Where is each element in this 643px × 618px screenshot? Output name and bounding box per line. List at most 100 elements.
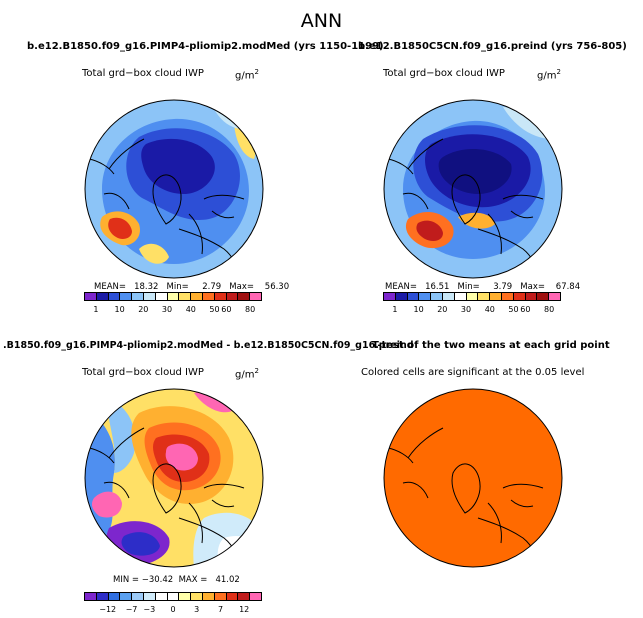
colorbar-swatch bbox=[120, 293, 133, 300]
colorbar-tick-label: −3 bbox=[143, 605, 156, 614]
colorbar-swatch bbox=[395, 293, 408, 300]
field-lightblue-region-west bbox=[107, 398, 136, 473]
colorbar-swatch bbox=[407, 293, 420, 300]
field-red-core-atlantic bbox=[108, 217, 132, 239]
coastline-north-america bbox=[387, 427, 502, 544]
units-text: g/m bbox=[235, 369, 255, 381]
colorbar-swatch bbox=[96, 293, 109, 300]
colorbar-swatch bbox=[143, 293, 156, 300]
colorbar-top-right bbox=[383, 292, 561, 301]
field-yellow-patch-nw bbox=[234, 124, 256, 159]
units-exponent: 2 bbox=[254, 367, 259, 375]
significance-fill bbox=[384, 389, 562, 567]
colorbar-swatch bbox=[238, 593, 251, 600]
units-text: g/m bbox=[235, 70, 255, 82]
colorbar-swatch bbox=[490, 293, 502, 300]
colorbar-top-left bbox=[84, 292, 262, 301]
stats-top-left: MEAN= 18.32 Min= 2.79 Max= 56.30 bbox=[94, 282, 290, 292]
colorbar-tick-label: 20 bbox=[138, 305, 149, 314]
colorbar-swatch bbox=[202, 593, 215, 600]
colorbar-swatch bbox=[179, 593, 192, 600]
colorbar-swatch bbox=[250, 293, 261, 300]
colorbar-swatch bbox=[191, 293, 203, 300]
map-top-right bbox=[383, 99, 563, 279]
colorbar-swatch bbox=[226, 293, 239, 300]
map-border bbox=[84, 99, 264, 279]
colorbar-tick-label: 7 bbox=[217, 605, 224, 614]
colorbar-tick-label: 50 bbox=[508, 305, 519, 314]
colorbar-swatch bbox=[250, 593, 261, 600]
colorbar-tick-label: 0 bbox=[170, 605, 176, 614]
colorbar-tick-label: 30 bbox=[161, 305, 173, 314]
colorbar-tick-label: 3 bbox=[194, 605, 200, 614]
colorbar-tick-label: 1 bbox=[93, 305, 99, 314]
field-darkblue-core bbox=[141, 138, 215, 194]
units-label-top-left: g/m2 bbox=[235, 68, 259, 81]
units-label-top-right: g/m2 bbox=[537, 68, 561, 81]
colorbar-swatch bbox=[167, 593, 180, 600]
colorbar-swatch bbox=[120, 593, 133, 600]
field-label-top-right: Total grd−box cloud IWP bbox=[383, 68, 505, 79]
colorbar-swatch bbox=[226, 593, 239, 600]
field-pink-core-center bbox=[165, 443, 198, 471]
coastline-greenland bbox=[451, 463, 481, 514]
colorbar-swatch bbox=[155, 293, 168, 300]
colorbar-tick-label: 60 bbox=[221, 305, 232, 314]
colorbar-swatch bbox=[501, 293, 514, 300]
coastline-greenland bbox=[451, 174, 481, 225]
colorbar-labels-top-right: 1 10 20 30 40 50 60 80 bbox=[383, 305, 561, 317]
colorbar-tick-label: 80 bbox=[245, 305, 256, 314]
colorbar-tick-label: 10 bbox=[114, 305, 125, 314]
map-border bbox=[383, 388, 563, 568]
map-bottom-right bbox=[383, 388, 563, 568]
colorbar-swatch bbox=[108, 593, 121, 600]
colorbar-tick-label: 10 bbox=[413, 305, 424, 314]
field-label-bottom-right: Colored cells are significant at the 0.0… bbox=[361, 367, 585, 378]
field-label-top-left: Total grd−box cloud IWP bbox=[82, 68, 204, 79]
map-border bbox=[84, 388, 264, 568]
colorbar-swatch bbox=[179, 293, 192, 300]
colorbar-tick-label: 80 bbox=[544, 305, 555, 314]
colorbar-labels-top-left: 1 10 20 30 40 50 60 80 bbox=[84, 305, 262, 317]
colorbar-swatch bbox=[214, 293, 227, 300]
map-border bbox=[383, 99, 563, 279]
colorbar-swatch bbox=[167, 293, 180, 300]
colorbar-swatch bbox=[132, 593, 144, 600]
colorbar-tick-label: 30 bbox=[460, 305, 472, 314]
colorbar-tick-label: 40 bbox=[484, 305, 495, 314]
colorbar-swatch bbox=[431, 293, 443, 300]
figure-title: ANN bbox=[300, 10, 343, 32]
colorbar-swatch bbox=[85, 293, 97, 300]
field-orange-patch-europe bbox=[458, 212, 495, 229]
coastline-north-america bbox=[88, 427, 203, 544]
colorbar-swatch bbox=[537, 293, 550, 300]
map-top-left bbox=[84, 99, 264, 279]
colorbar-tick-label: 20 bbox=[437, 305, 448, 314]
panel-title-bottom-right: T-test of the two means at each grid poi… bbox=[372, 340, 610, 351]
units-label-bottom-left: g/m2 bbox=[235, 367, 259, 380]
colorbar-swatch bbox=[466, 293, 479, 300]
field-yellow-patch-europe bbox=[139, 243, 169, 264]
colorbar-swatch bbox=[384, 293, 396, 300]
stats-bottom-left: MIN = −30.42 MAX = 41.02 bbox=[113, 575, 240, 585]
coastline-greenland bbox=[152, 463, 182, 514]
units-exponent: 2 bbox=[254, 68, 259, 76]
colorbar-swatch bbox=[442, 293, 455, 300]
colorbar-swatch bbox=[513, 293, 526, 300]
stats-top-right: MEAN= 16.51 Min= 3.79 Max= 67.84 bbox=[385, 282, 581, 292]
colorbar-labels-bottom-left: −12 −7 −3 0 3 7 12 bbox=[84, 605, 262, 617]
coastline-north-america bbox=[88, 138, 203, 255]
colorbar-swatch bbox=[454, 293, 467, 300]
map-bottom-left bbox=[84, 388, 264, 568]
colorbar-swatch bbox=[191, 593, 203, 600]
colorbar-tick-label: 12 bbox=[239, 605, 250, 614]
colorbar-bottom-left bbox=[84, 592, 262, 601]
field-label-bottom-left: Total grd−box cloud IWP bbox=[82, 367, 204, 378]
colorbar-swatch bbox=[525, 293, 538, 300]
colorbar-swatch bbox=[478, 293, 491, 300]
colorbar-swatch bbox=[238, 293, 251, 300]
colorbar-tick-label: 40 bbox=[185, 305, 196, 314]
colorbar-swatch bbox=[214, 593, 227, 600]
units-exponent: 2 bbox=[556, 68, 561, 76]
colorbar-swatch bbox=[132, 293, 144, 300]
